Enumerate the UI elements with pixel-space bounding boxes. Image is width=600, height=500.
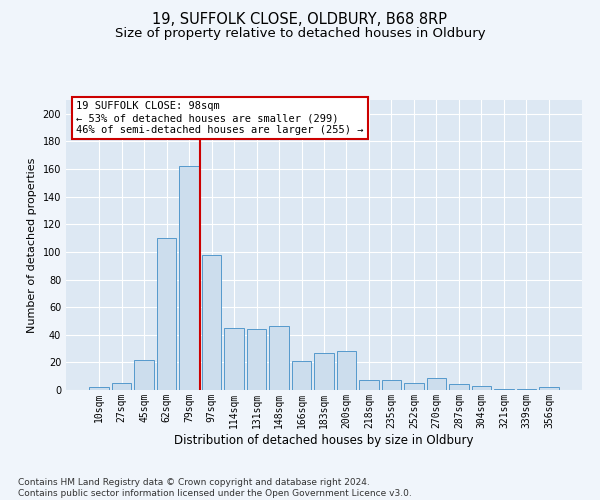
Y-axis label: Number of detached properties: Number of detached properties — [27, 158, 37, 332]
Bar — [292, 361, 311, 390]
Bar — [224, 328, 244, 390]
Text: Contains HM Land Registry data © Crown copyright and database right 2024.
Contai: Contains HM Land Registry data © Crown c… — [18, 478, 412, 498]
Bar — [157, 238, 176, 390]
Bar — [337, 352, 356, 390]
Bar — [269, 326, 289, 390]
X-axis label: Distribution of detached houses by size in Oldbury: Distribution of detached houses by size … — [174, 434, 474, 446]
Text: Size of property relative to detached houses in Oldbury: Size of property relative to detached ho… — [115, 28, 485, 40]
Bar — [494, 388, 514, 390]
Bar — [427, 378, 446, 390]
Bar — [472, 386, 491, 390]
Bar — [382, 380, 401, 390]
Text: 19 SUFFOLK CLOSE: 98sqm
← 53% of detached houses are smaller (299)
46% of semi-d: 19 SUFFOLK CLOSE: 98sqm ← 53% of detache… — [76, 102, 364, 134]
Text: 19, SUFFOLK CLOSE, OLDBURY, B68 8RP: 19, SUFFOLK CLOSE, OLDBURY, B68 8RP — [152, 12, 448, 28]
Bar — [359, 380, 379, 390]
Bar — [112, 383, 131, 390]
Bar — [404, 383, 424, 390]
Bar — [134, 360, 154, 390]
Bar — [449, 384, 469, 390]
Bar — [89, 387, 109, 390]
Bar — [179, 166, 199, 390]
Bar — [202, 254, 221, 390]
Bar — [539, 387, 559, 390]
Bar — [517, 388, 536, 390]
Bar — [247, 329, 266, 390]
Bar — [314, 352, 334, 390]
